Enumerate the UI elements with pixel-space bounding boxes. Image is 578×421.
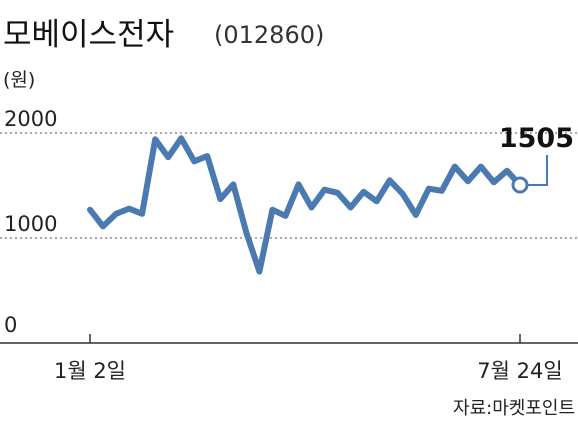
data-point xyxy=(504,168,510,174)
y-unit-label: (원) xyxy=(3,69,35,91)
x-tick-label: 7월 24일 xyxy=(477,359,562,383)
data-point xyxy=(478,164,484,170)
data-point xyxy=(439,188,445,194)
data-point xyxy=(87,207,93,213)
chart-title: 모베이스전자 xyxy=(3,17,174,53)
data-point xyxy=(165,154,171,160)
data-point xyxy=(374,198,380,204)
y-tick-label: 0 xyxy=(4,313,17,337)
source-note: 자료:마켓포인트 xyxy=(453,398,575,419)
x-tick-label: 1월 2일 xyxy=(54,359,126,383)
data-point xyxy=(309,205,314,210)
data-point xyxy=(256,269,262,275)
y-tick-label: 1000 xyxy=(4,212,57,236)
data-point xyxy=(426,186,432,192)
last-value-marker xyxy=(511,176,529,194)
data-point xyxy=(400,191,406,197)
data-point xyxy=(230,181,236,187)
data-point xyxy=(283,213,288,219)
data-point xyxy=(113,211,119,217)
data-point xyxy=(243,230,249,236)
last-value-callout-line xyxy=(527,155,548,186)
last-value-label: 1505 xyxy=(499,123,574,154)
data-point xyxy=(387,177,393,183)
data-point xyxy=(413,212,419,218)
data-point xyxy=(178,135,184,141)
data-point xyxy=(152,136,158,142)
data-point xyxy=(204,153,210,159)
data-point xyxy=(269,207,275,213)
data-point xyxy=(322,187,327,193)
data-point xyxy=(465,178,471,184)
data-point xyxy=(139,211,145,217)
data-point xyxy=(296,181,301,187)
data-point xyxy=(348,205,354,210)
data-point xyxy=(126,206,132,212)
stock-code: (012860) xyxy=(214,21,324,49)
data-point xyxy=(100,223,106,229)
data-point xyxy=(452,164,458,170)
data-point xyxy=(335,190,341,196)
data-point xyxy=(491,179,497,185)
data-point xyxy=(217,196,223,202)
data-point xyxy=(361,189,367,195)
y-tick-label: 2000 xyxy=(4,107,57,131)
price-line xyxy=(87,135,523,275)
data-point xyxy=(191,158,197,164)
